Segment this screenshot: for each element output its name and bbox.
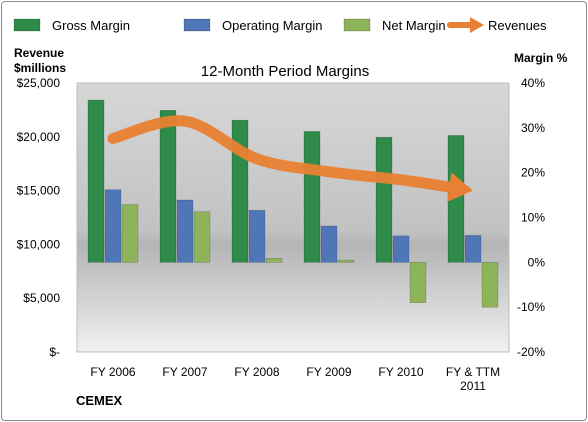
brand-label: CEMEX	[76, 393, 123, 408]
bar-operating-margin	[176, 199, 194, 263]
legend-swatch-net-margin	[343, 18, 371, 32]
legend-swatch-gross-margin	[13, 18, 41, 32]
bar-net-margin	[121, 204, 139, 263]
category-label: 2011	[460, 379, 486, 393]
right-tick-label: 10%	[521, 211, 545, 225]
category-label: FY 2006	[90, 365, 135, 379]
legend-swatch-operating-margin	[183, 18, 211, 32]
bar-gross-margin	[375, 136, 393, 263]
right-tick-label: 30%	[521, 121, 545, 135]
left-axis-title-line1: Revenue	[14, 46, 64, 60]
category-label: FY 2007	[162, 365, 207, 379]
category-label: FY 2008	[234, 365, 279, 379]
bar-gross-margin	[87, 99, 105, 263]
bar-net-margin	[193, 211, 211, 263]
bar-net-margin	[409, 262, 427, 303]
legend-label-net-margin: Net Margin	[382, 18, 446, 33]
right-tick-label: 0%	[528, 255, 546, 269]
bar-net-margin	[481, 262, 499, 308]
right-tick-label: -20%	[517, 345, 545, 359]
right-tick-label: 40%	[521, 76, 545, 90]
bar-gross-margin	[303, 131, 321, 263]
chart-title: 12-Month Period Margins	[201, 63, 369, 80]
bar-operating-margin	[392, 235, 410, 263]
bar-operating-margin	[464, 235, 482, 263]
legend-label-operating-margin: Operating Margin	[222, 18, 322, 33]
right-tick-label: -10%	[517, 300, 545, 314]
left-axis-title-line2: $millions	[14, 61, 66, 75]
legend-swatch-arrowhead-revenues	[470, 17, 484, 33]
bar-net-margin	[265, 257, 283, 263]
left-tick-label: $25,000	[17, 76, 61, 90]
legend-label-revenues: Revenues	[488, 18, 547, 33]
category-label: FY 2010	[378, 365, 423, 379]
category-label: FY 2009	[306, 365, 351, 379]
left-tick-label: $-	[49, 345, 60, 359]
bar-operating-margin	[104, 189, 122, 263]
right-axis-title: Margin %	[514, 51, 568, 65]
bar-operating-margin	[248, 210, 266, 263]
bar-gross-margin	[159, 110, 177, 263]
revenues-line	[107, 115, 455, 193]
bar-net-margin	[337, 259, 355, 263]
left-tick-label: $15,000	[17, 184, 61, 198]
left-tick-label: $5,000	[23, 291, 60, 305]
revenues-arrowhead	[447, 172, 473, 202]
category-label: FY & TTM	[446, 365, 500, 379]
right-tick-label: 20%	[521, 166, 545, 180]
bar-operating-margin	[320, 225, 338, 263]
legend-label-gross-margin: Gross Margin	[52, 18, 130, 33]
left-tick-label: $10,000	[17, 237, 61, 251]
left-tick-label: $20,000	[17, 130, 61, 144]
